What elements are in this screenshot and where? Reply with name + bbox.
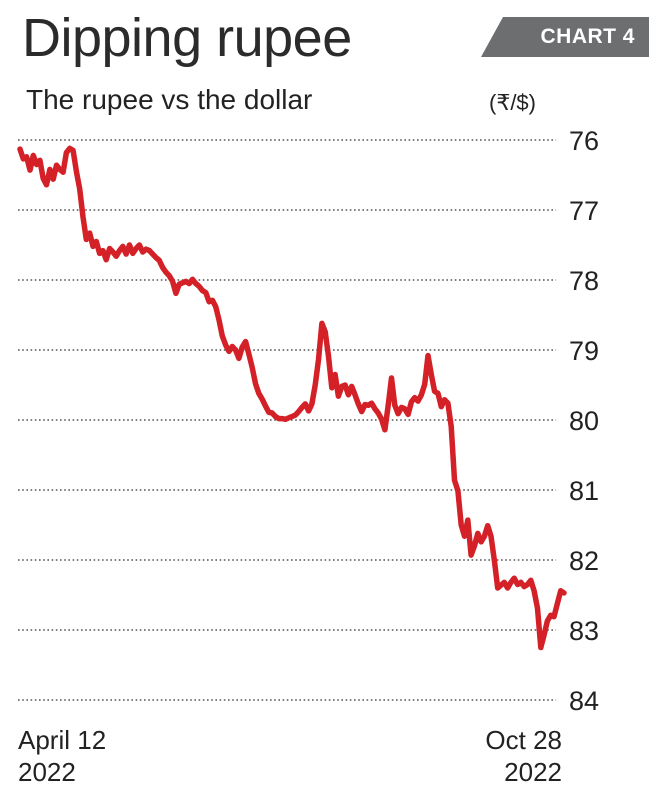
y-axis-unit: (₹/$) xyxy=(489,90,536,115)
y-tick-label-82: 82 xyxy=(569,546,599,576)
chart-number-badge: CHART 4 xyxy=(481,17,649,57)
chart-subtitle: The rupee vs the dollar xyxy=(26,84,313,115)
x-label-start: April 12 2022 xyxy=(18,724,106,788)
x-label-end-date: Oct 28 xyxy=(485,725,562,755)
badge-background xyxy=(481,17,649,57)
y-tick-label-78: 78 xyxy=(569,266,599,296)
x-label-start-year: 2022 xyxy=(18,757,76,787)
line-chart: 76 77 78 79 80 81 82 83 84 xyxy=(17,126,599,716)
y-tick-label-84: 84 xyxy=(569,686,599,716)
y-tick-label-76: 76 xyxy=(569,126,599,156)
y-tick-label-81: 81 xyxy=(569,476,599,506)
x-label-end: Oct 28 2022 xyxy=(452,724,562,788)
y-tick-label-80: 80 xyxy=(569,406,599,436)
gridlines xyxy=(18,139,556,701)
y-tick-label-83: 83 xyxy=(569,616,599,646)
y-tick-label-79: 79 xyxy=(569,336,599,366)
badge-label: CHART 4 xyxy=(540,25,635,48)
series-group xyxy=(17,145,567,651)
y-axis-ticks: 76 77 78 79 80 81 82 83 84 xyxy=(569,126,599,716)
x-label-end-year: 2022 xyxy=(504,757,562,787)
series-line-rupee-vs-dollar xyxy=(17,145,567,651)
chart-title: Dipping rupee xyxy=(22,8,352,68)
x-label-start-date: April 12 xyxy=(18,725,107,755)
y-tick-label-77: 77 xyxy=(569,196,599,226)
